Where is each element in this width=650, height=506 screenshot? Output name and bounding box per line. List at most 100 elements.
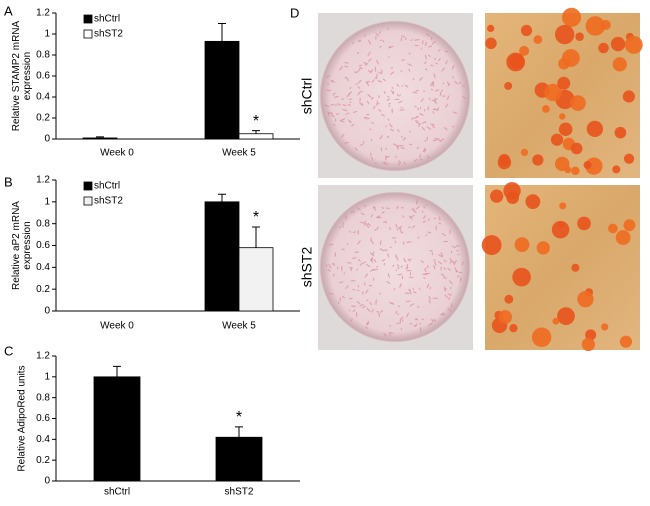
speck bbox=[415, 89, 419, 92]
lipid-cell bbox=[520, 24, 533, 37]
speck bbox=[363, 204, 367, 207]
speck bbox=[346, 242, 349, 245]
speck bbox=[389, 246, 392, 248]
speck bbox=[409, 214, 415, 218]
y-tick-label: 0.4 bbox=[36, 434, 50, 445]
speck bbox=[438, 222, 442, 225]
speck bbox=[323, 104, 330, 107]
speck bbox=[363, 140, 365, 144]
speck bbox=[357, 229, 359, 235]
y-axis-label: expression bbox=[22, 221, 33, 269]
speck bbox=[327, 82, 329, 86]
speck bbox=[375, 32, 380, 37]
lipid-cell bbox=[623, 219, 636, 232]
speck bbox=[365, 326, 368, 329]
speck bbox=[376, 311, 379, 313]
speck bbox=[345, 214, 347, 221]
bar bbox=[82, 137, 118, 140]
speck bbox=[441, 312, 445, 315]
lipid-cell bbox=[583, 160, 592, 170]
speck bbox=[381, 211, 385, 214]
speck bbox=[366, 117, 370, 120]
speck bbox=[351, 124, 355, 127]
speck bbox=[419, 158, 423, 161]
speck bbox=[432, 125, 436, 129]
y-tick-label: 1.2 bbox=[36, 351, 50, 362]
speck bbox=[359, 97, 361, 102]
speck bbox=[433, 259, 436, 261]
speck bbox=[392, 264, 395, 267]
lipid-cell bbox=[570, 142, 583, 155]
speck bbox=[356, 207, 361, 211]
speck bbox=[435, 225, 437, 231]
lipid-cell bbox=[551, 220, 570, 239]
speck bbox=[397, 129, 400, 132]
speck bbox=[401, 275, 404, 280]
speck bbox=[452, 76, 454, 79]
speck bbox=[370, 258, 374, 263]
y-tick-label: 0 bbox=[44, 134, 50, 145]
speck bbox=[386, 136, 390, 138]
speck bbox=[370, 68, 373, 74]
speck bbox=[376, 100, 378, 106]
lipid-cell bbox=[559, 113, 566, 120]
speck bbox=[328, 263, 332, 269]
speck bbox=[379, 39, 382, 41]
speck bbox=[424, 267, 427, 270]
speck bbox=[350, 267, 353, 272]
speck bbox=[423, 277, 426, 279]
speck bbox=[344, 65, 349, 68]
y-axis-label: expression bbox=[22, 52, 33, 100]
speck bbox=[447, 267, 451, 271]
speck bbox=[356, 52, 360, 55]
lipid-cell bbox=[570, 95, 586, 111]
speck bbox=[461, 261, 464, 266]
annotation: * bbox=[236, 409, 242, 426]
speck bbox=[397, 226, 403, 229]
lipid-cell bbox=[612, 165, 621, 174]
legend-swatch bbox=[83, 14, 93, 24]
speck bbox=[359, 304, 364, 307]
speck bbox=[395, 254, 397, 258]
speck bbox=[360, 67, 363, 70]
speck bbox=[356, 268, 358, 271]
speck bbox=[339, 296, 341, 302]
bar bbox=[204, 201, 240, 312]
speck bbox=[439, 90, 442, 97]
speck bbox=[402, 137, 407, 141]
speck bbox=[405, 241, 412, 243]
speck bbox=[380, 113, 385, 117]
lipid-cell bbox=[561, 49, 580, 67]
speck bbox=[448, 279, 453, 285]
speck bbox=[388, 332, 394, 334]
speck bbox=[349, 230, 352, 233]
speck bbox=[389, 325, 392, 327]
speck bbox=[431, 252, 434, 256]
speck bbox=[448, 296, 451, 301]
speck bbox=[377, 226, 379, 229]
speck bbox=[412, 287, 414, 290]
speck bbox=[366, 264, 371, 268]
speck bbox=[387, 118, 390, 121]
speck bbox=[446, 95, 450, 101]
speck bbox=[374, 162, 377, 164]
speck bbox=[425, 68, 428, 71]
speck bbox=[445, 62, 448, 65]
speck bbox=[408, 68, 411, 72]
speck bbox=[424, 148, 426, 153]
speck bbox=[402, 319, 404, 322]
speck bbox=[456, 249, 459, 252]
speck bbox=[406, 312, 409, 318]
speck bbox=[334, 252, 336, 257]
speck bbox=[427, 106, 429, 111]
speck bbox=[388, 301, 395, 305]
speck bbox=[327, 269, 332, 272]
speck bbox=[379, 240, 382, 246]
speck bbox=[441, 89, 444, 92]
speck bbox=[357, 284, 360, 288]
speck bbox=[388, 105, 391, 108]
speck bbox=[426, 136, 428, 141]
speck bbox=[357, 240, 361, 245]
speck bbox=[428, 218, 430, 221]
speck bbox=[391, 108, 393, 114]
